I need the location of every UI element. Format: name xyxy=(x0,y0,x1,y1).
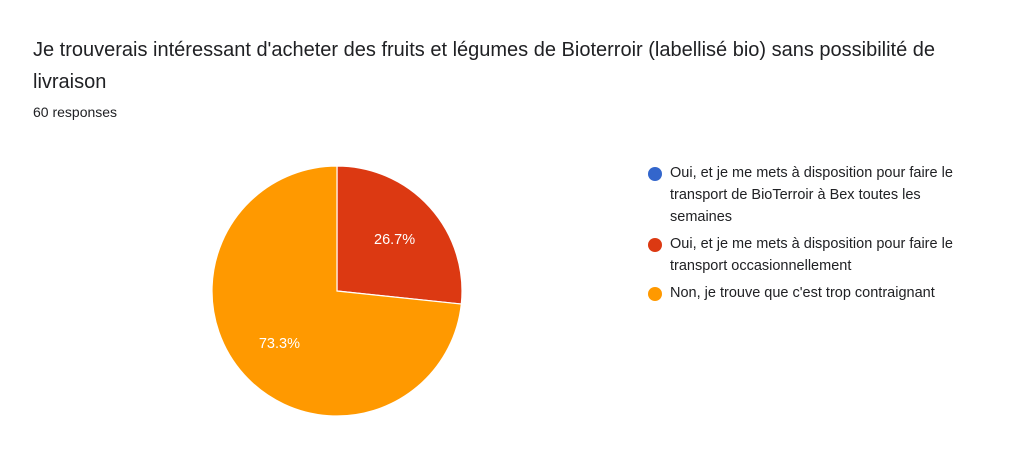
legend-label: Non, je trouve que c'est trop contraigna… xyxy=(670,285,935,301)
pie-labels: 26.7% 73.3% xyxy=(259,232,415,352)
pie-slice-occasional-transport[interactable] xyxy=(336,165,463,305)
legend-item-weekly-transport[interactable]: Oui, et je me mets à disposition pour fa… xyxy=(648,162,968,228)
legend-label: Oui, et je me mets à disposition pour fa… xyxy=(670,236,953,274)
response-count: 60 responses xyxy=(33,104,118,120)
question-title: Je trouverais intéressant d'acheter des … xyxy=(33,39,936,93)
pie-label-too-constraining: 73.3% xyxy=(259,336,300,352)
legend-swatch-weekly-transport xyxy=(648,167,662,181)
chart-legend: Oui, et je me mets à disposition pour fa… xyxy=(648,162,968,309)
legend-label: Oui, et je me mets à disposition pour fa… xyxy=(670,165,953,225)
legend-swatch-too-constraining xyxy=(648,287,662,301)
legend-item-occasional-transport[interactable]: Oui, et je me mets à disposition pour fa… xyxy=(648,233,968,277)
pie-slices xyxy=(211,165,463,417)
pie-label-occasional-transport: 26.7% xyxy=(374,232,415,248)
legend-swatch-occasional-transport xyxy=(648,238,662,252)
legend-item-too-constraining[interactable]: Non, je trouve que c'est trop contraigna… xyxy=(648,282,968,304)
pie-slice-too-constraining[interactable] xyxy=(211,165,462,417)
